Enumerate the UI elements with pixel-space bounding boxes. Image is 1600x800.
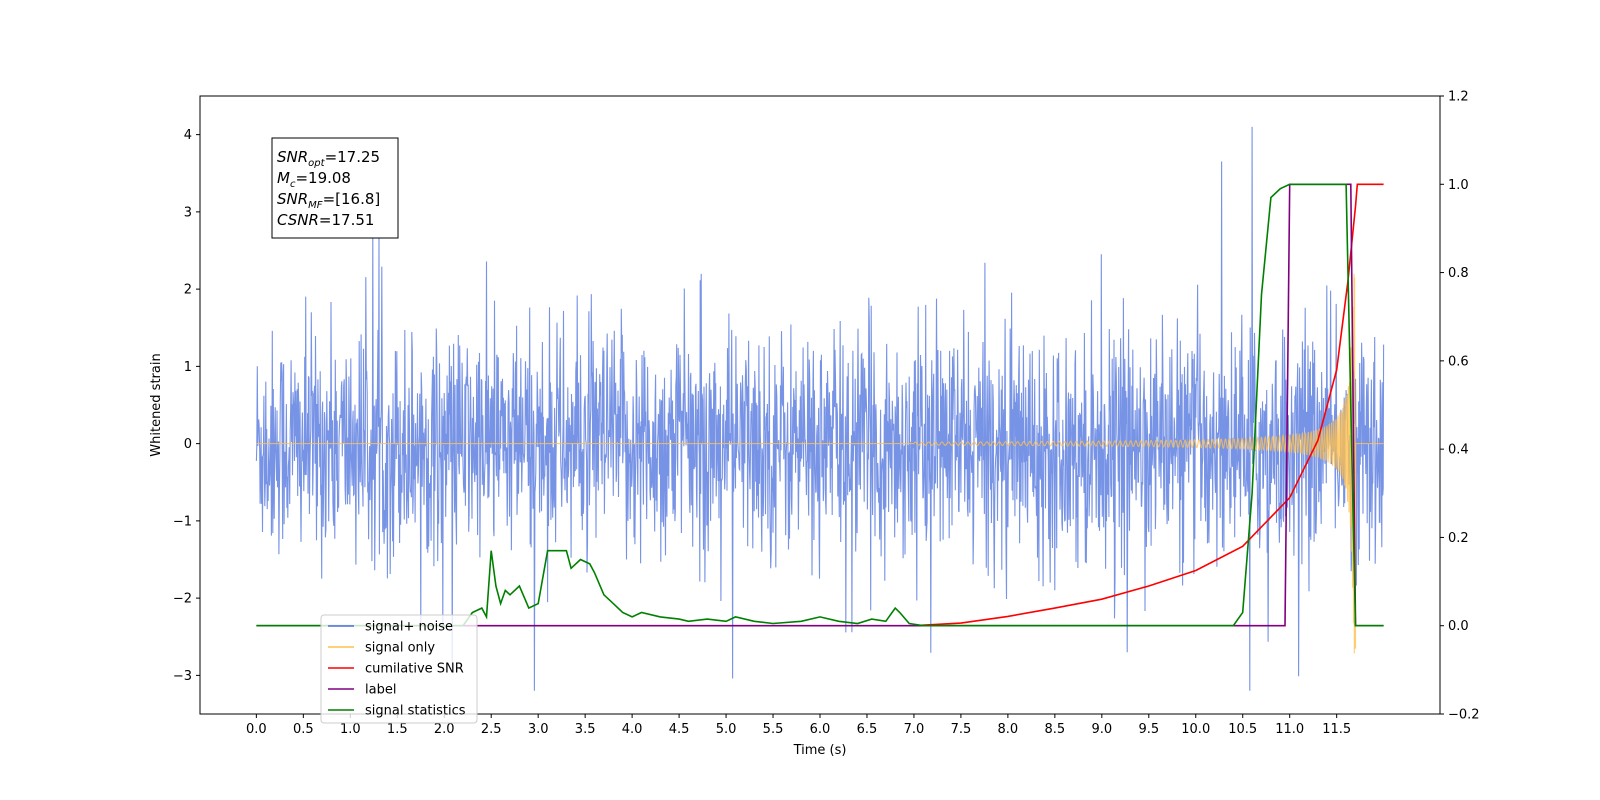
x-tick-label: 2.0 [434, 722, 455, 737]
x-tick-label: 11.0 [1275, 722, 1304, 737]
annotation-line: Mc=19.08 [277, 169, 351, 190]
x-tick-label: 10.0 [1181, 722, 1210, 737]
y-tick-label: −3 [173, 669, 192, 684]
series-layer [255, 126, 1385, 691]
y-axis-label: Whitened strain [149, 353, 164, 456]
x-tick-label: 5.5 [763, 722, 784, 737]
annotation-frame [271, 137, 399, 239]
x-tick-label: 1.0 [340, 722, 361, 737]
series-signal-statistics [256, 183, 1384, 627]
x-tick-label: 11.5 [1322, 722, 1351, 737]
x-tick-label: 3.5 [575, 722, 596, 737]
x-tick-label: 3.0 [528, 722, 549, 737]
y-tick-label: 2 [184, 283, 192, 298]
y2-tick-label: 0.4 [1448, 443, 1469, 458]
x-axis-label: Time (s) [793, 743, 847, 758]
legend: signal+ noise signal only cumilative SNR la… [320, 614, 478, 724]
x-tick-label: 2.5 [481, 722, 502, 737]
stats-annotation-box: SNRopt=17.25Mc=19.08SNRMF=[16.8]CSNR=17.… [271, 137, 399, 239]
series-signal-noise [255, 126, 1385, 691]
y2-tick-label: 1.2 [1448, 90, 1469, 105]
x-tick-label: 9.5 [1138, 722, 1159, 737]
y-tick-label: 3 [184, 205, 192, 220]
y2-tick-label: 1.0 [1448, 178, 1469, 193]
x-tick-label: 0.0 [246, 722, 267, 737]
x-tick-label: 6.0 [810, 722, 831, 737]
legend-entry: signal only [365, 641, 435, 656]
x-tick-label: 5.0 [716, 722, 737, 737]
legend-entry: label [365, 683, 396, 698]
x-tick-label: 10.5 [1228, 722, 1257, 737]
x-tick-label: 4.0 [622, 722, 643, 737]
y-tick-label: 4 [184, 128, 192, 143]
x-tick-label: 1.5 [387, 722, 408, 737]
x-tick-label: 9.0 [1091, 722, 1112, 737]
legend-entry: cumilative SNR [365, 662, 464, 677]
x-tick-label: 4.5 [669, 722, 690, 737]
x-tick-label: 6.5 [857, 722, 878, 737]
y-tick-label: −1 [173, 514, 192, 529]
x-axis: 0.0 0.5 1.0 1.5 2.0 2.5 3.0 3.5 4.0 4.5 5.0 5.5 6.0 6… [246, 714, 1351, 737]
x-tick-label: 7.5 [951, 722, 972, 737]
x-tick-label: 8.0 [998, 722, 1019, 737]
y-tick-label: 0 [184, 437, 192, 452]
y-tick-label: −2 [173, 592, 192, 607]
annotation-line: SNRMF=[16.8] [277, 190, 380, 211]
x-tick-label: 8.5 [1045, 722, 1066, 737]
y2-tick-label: 0.0 [1448, 619, 1469, 634]
y2-tick-label: −0.2 [1448, 708, 1480, 723]
series-signal-only [256, 273, 1384, 654]
y2-tick-label: 0.2 [1448, 531, 1469, 546]
annotation-line: CSNR=17.51 [277, 211, 374, 229]
legend-entry: signal+ noise [365, 620, 453, 635]
legend-frame [320, 614, 478, 724]
x-tick-label: 0.5 [293, 722, 314, 737]
y-axis-right: −0.2 0.0 0.2 0.4 0.6 0.8 1.0 1.2 [1440, 90, 1480, 723]
y-axis-left: −3 −2 −1 0 1 2 3 4 [173, 128, 200, 684]
y-tick-label: 1 [184, 360, 192, 375]
series-cumilative-snr [913, 183, 1384, 627]
y2-tick-label: 0.6 [1448, 354, 1469, 369]
y2-tick-label: 0.8 [1448, 266, 1469, 281]
legend-entry: signal statistics [365, 704, 466, 719]
annotation-line: SNRopt=17.25 [277, 148, 380, 169]
x-tick-label: 7.0 [904, 722, 925, 737]
